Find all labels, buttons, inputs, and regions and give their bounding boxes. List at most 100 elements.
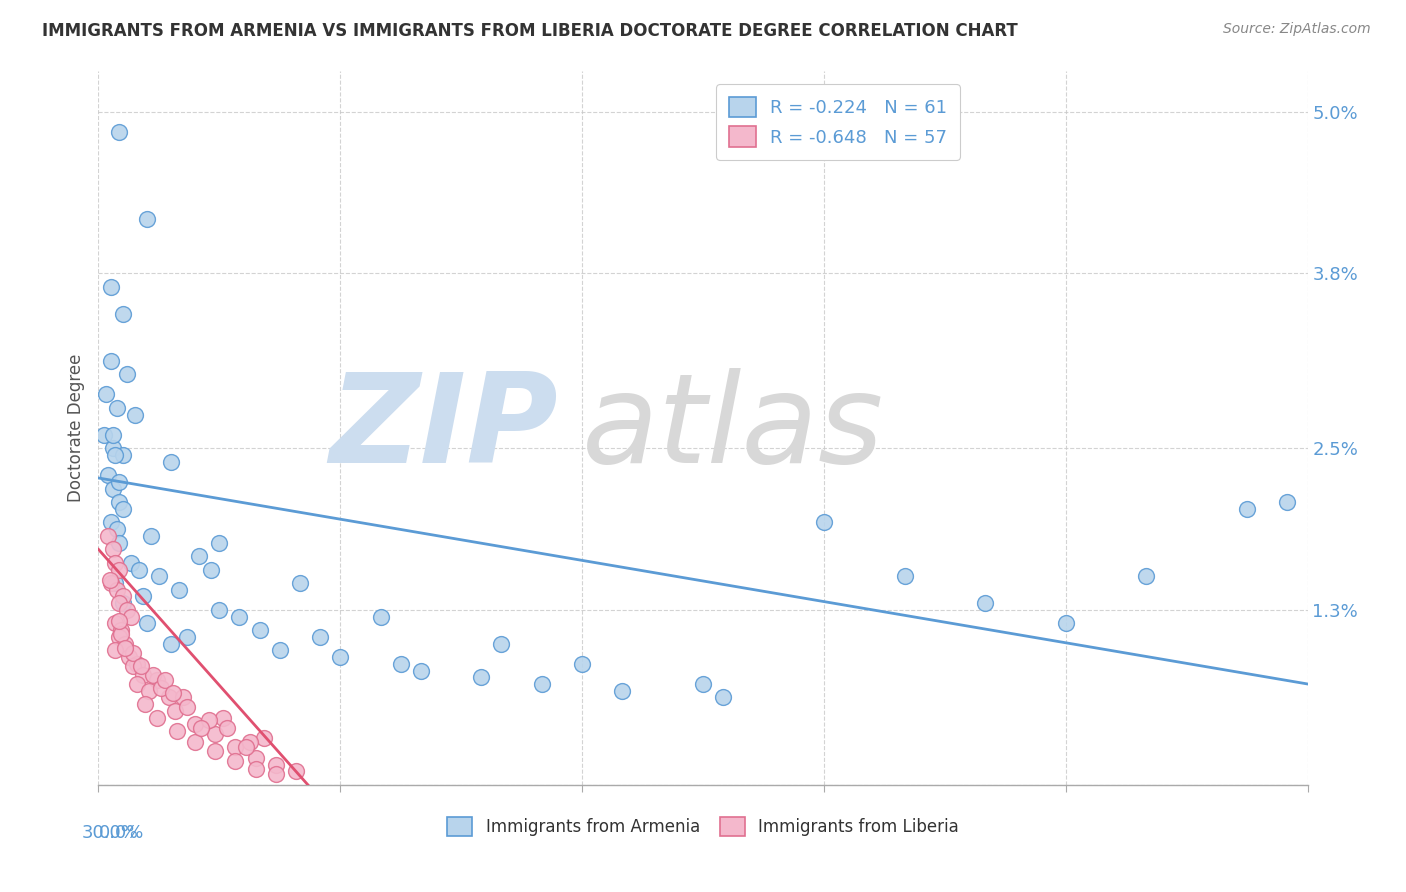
Point [101,542,124,557]
Point [146,673,169,687]
Point [107,614,129,628]
Point [97,529,120,543]
Point [129,659,152,673]
Point [245,751,267,765]
Point [148,569,170,583]
Point [162,686,184,700]
Point [288,576,311,591]
Point [893,569,915,583]
Point [110,627,132,641]
Point [200,562,222,576]
Point [101,428,124,442]
Point [711,690,734,705]
Point [103,576,125,591]
Point [135,212,157,227]
Point [974,596,997,610]
Point [166,724,188,739]
Point [100,576,122,591]
Point [110,623,132,637]
Point [105,582,128,597]
Point [111,502,134,516]
Point [228,609,250,624]
Point [107,596,129,610]
Point [184,717,207,731]
Point [107,475,129,489]
Point [409,664,432,678]
Point [530,677,553,691]
Point [235,740,257,755]
Point [134,697,156,711]
Point [138,683,160,698]
Point [103,643,125,657]
Point [160,455,183,469]
Point [813,516,835,530]
Point [1135,569,1157,583]
Point [146,711,169,725]
Point [264,767,287,781]
Legend: Immigrants from Armenia, Immigrants from Liberia: Immigrants from Armenia, Immigrants from… [436,805,970,848]
Point [107,630,129,644]
Y-axis label: Doctorate Degree: Doctorate Degree [66,354,84,502]
Point [125,657,148,671]
Point [124,408,146,422]
Point [96,387,118,401]
Point [101,482,124,496]
Point [114,637,136,651]
Point [107,125,129,139]
Point [389,657,412,671]
Point [153,673,176,687]
Point [1236,502,1258,516]
Point [224,754,246,768]
Point [149,681,172,695]
Point [160,637,183,651]
Point [111,590,134,604]
Point [204,727,226,741]
Point [470,670,492,684]
Point [176,699,198,714]
Point [142,667,165,681]
Point [111,596,134,610]
Point [105,522,128,536]
Point [120,556,142,570]
Point [184,735,207,749]
Point [612,683,634,698]
Point [1054,616,1077,631]
Point [103,556,125,570]
Point [100,516,122,530]
Point [167,582,190,597]
Point [309,630,332,644]
Point [111,307,134,321]
Point [132,590,155,604]
Text: 0.0%: 0.0% [98,824,143,842]
Point [212,711,235,725]
Text: IMMIGRANTS FROM ARMENIA VS IMMIGRANTS FROM LIBERIA DOCTORATE DEGREE CORRELATION : IMMIGRANTS FROM ARMENIA VS IMMIGRANTS FR… [42,22,1018,40]
Point [370,609,392,624]
Point [1277,495,1299,509]
Point [114,640,136,655]
Point [107,535,129,549]
Point [100,354,122,368]
Point [198,714,221,728]
Point [105,401,128,415]
Point [208,603,231,617]
Point [135,616,157,631]
Point [98,574,121,588]
Point [115,368,138,382]
Point [93,428,115,442]
Point [190,722,212,736]
Point [176,630,198,644]
Point [188,549,211,563]
Point [132,667,155,681]
Text: 30.0%: 30.0% [82,824,139,842]
Point [121,659,143,673]
Point [115,603,138,617]
Point [107,562,129,576]
Point [491,637,513,651]
Point [269,643,291,657]
Point [157,690,180,705]
Point [125,677,148,691]
Point [571,657,593,671]
Point [204,744,226,758]
Point [101,442,124,456]
Point [111,448,134,462]
